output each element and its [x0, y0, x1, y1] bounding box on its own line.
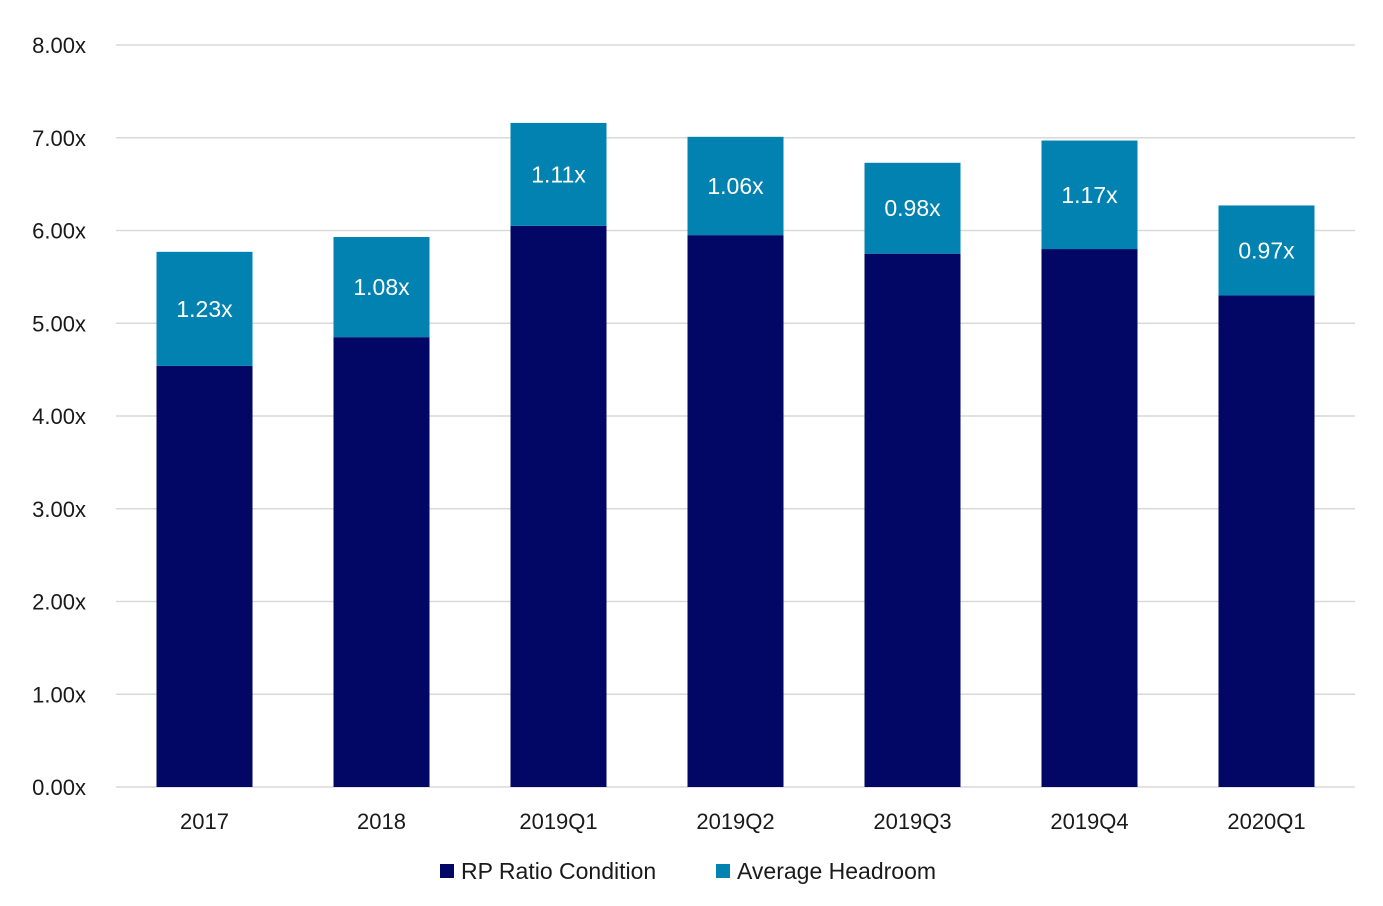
legend-label-rp-ratio-condition: RP Ratio Condition: [461, 858, 656, 884]
bar-rp-ratio-condition: [1218, 295, 1315, 787]
x-tick-label: 2019Q1: [519, 809, 597, 834]
legend-label-average-headroom: Average Headroom: [737, 858, 936, 884]
bar-rp-ratio-condition: [156, 365, 253, 787]
x-tick-label: 2019Q3: [873, 809, 951, 834]
x-tick-label: 2019Q4: [1050, 809, 1128, 834]
y-tick-label: 3.00x: [32, 497, 86, 522]
y-tick-label: 0.00x: [32, 775, 86, 800]
data-label: 1.11x: [531, 161, 586, 187]
x-tick-label: 2017: [180, 809, 229, 834]
y-tick-label: 4.00x: [32, 404, 86, 429]
bar-rp-ratio-condition: [1041, 249, 1138, 788]
bar-average-headroom: [156, 251, 253, 366]
y-tick-label: 1.00x: [32, 682, 86, 707]
x-tick-label: 2020Q1: [1227, 809, 1305, 834]
bar-rp-ratio-condition: [687, 235, 784, 787]
legend-swatch-rp-ratio-condition: [440, 864, 454, 878]
data-label: 1.17x: [1061, 182, 1118, 208]
x-tick-label: 2019Q2: [696, 809, 774, 834]
legend-swatch-average-headroom: [716, 864, 730, 878]
x-axis-tick-labels: 2017 2018 2019Q1 2019Q2 2019Q3 2019Q4 2020Q1: [180, 809, 1306, 834]
y-tick-label: 5.00x: [32, 311, 86, 336]
data-labels: 1.23x 1.08x 1.11x 1.06x 0.98x 1.17x 0.97x: [176, 161, 1295, 321]
bars: [156, 122, 1315, 788]
y-tick-label: 6.00x: [32, 219, 86, 244]
x-tick-label: 2018: [357, 809, 406, 834]
bar-rp-ratio-condition: [864, 253, 961, 787]
bar-rp-ratio-condition: [333, 337, 430, 787]
bar-average-headroom: [333, 236, 430, 338]
y-tick-label: 8.00x: [32, 33, 86, 58]
y-tick-label: 2.00x: [32, 590, 86, 615]
bar-average-headroom: [1218, 205, 1315, 296]
bar-average-headroom: [687, 136, 784, 236]
bar-average-headroom: [1041, 140, 1138, 250]
bar-average-headroom: [864, 162, 961, 254]
bar-rp-ratio-condition: [510, 225, 607, 788]
bar-average-headroom: [510, 122, 607, 226]
y-axis-tick-labels: 0.00x 1.00x 2.00x 3.00x 4.00x 5.00x 6.00x 7.00x…: [32, 33, 86, 800]
data-label: 0.98x: [884, 195, 941, 221]
legend: RP Ratio Condition Average Headroom: [440, 858, 936, 884]
data-label: 1.06x: [707, 173, 764, 199]
data-label: 0.97x: [1238, 237, 1295, 263]
data-label: 1.23x: [176, 296, 233, 322]
y-tick-label: 7.00x: [32, 126, 86, 151]
data-label: 1.08x: [353, 274, 410, 300]
